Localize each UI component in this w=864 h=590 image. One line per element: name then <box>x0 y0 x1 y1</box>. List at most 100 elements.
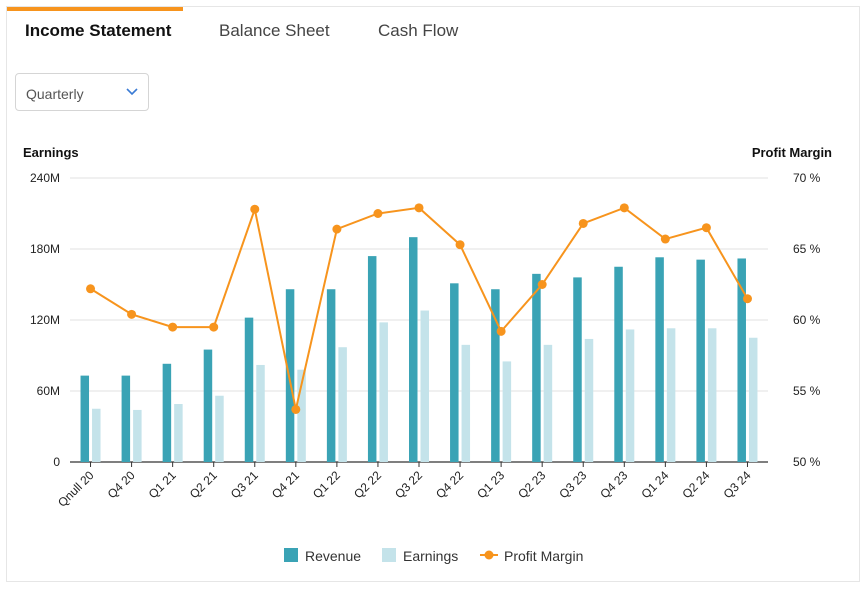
revenue-bar <box>696 259 705 462</box>
tab-income-statement[interactable]: Income Statement <box>25 21 172 40</box>
revenue-bar <box>614 266 623 462</box>
x-axis-ticks: Qnull 20 Q4 20 Q1 21 Q2 21 Q3 21 Q4 21 Q1 22 Q2… <box>55 462 754 510</box>
earnings-bar <box>584 338 594 462</box>
x-tick-label: Q3 21 <box>228 468 261 501</box>
profit-margin-point <box>619 203 629 213</box>
bars <box>80 237 758 462</box>
x-tick-label: Q4 20 <box>105 468 138 501</box>
x-tick-label: Q2 21 <box>187 468 220 501</box>
profit-margin-point <box>291 404 301 414</box>
revenue-bar <box>80 375 90 462</box>
earnings-bar <box>420 310 429 462</box>
right-tick-label: 50 % <box>793 455 821 469</box>
profit-margin-point <box>455 240 465 250</box>
earnings-bar <box>133 409 142 462</box>
left-axis-ticks: 0 60M 120M 180M 240M <box>30 171 60 469</box>
left-axis-title: Earnings <box>23 145 79 160</box>
earnings-bar <box>338 347 347 462</box>
x-tick-label: Q4 21 <box>269 468 302 501</box>
profit-margin-point <box>86 284 96 294</box>
profit-margin-point <box>701 223 711 233</box>
right-axis-title: Profit Margin <box>752 145 832 160</box>
x-tick-label: Q2 22 <box>351 468 384 501</box>
revenue-bar <box>655 257 664 462</box>
period-select-value: Quarterly <box>26 86 84 102</box>
earnings-bar <box>707 328 717 462</box>
legend-earnings-label: Earnings <box>403 548 458 564</box>
profit-margin-path <box>90 205 749 410</box>
revenue-bar <box>450 283 459 462</box>
active-tab-indicator <box>7 7 183 11</box>
earnings-bar <box>92 408 101 462</box>
legend-revenue-label: Revenue <box>305 548 361 564</box>
x-tick-label: Q3 23 <box>556 468 589 501</box>
chart-grid <box>70 177 768 463</box>
earnings-bar <box>297 369 306 462</box>
profit-margin-line <box>86 203 752 414</box>
revenue-bar <box>203 349 213 462</box>
x-tick-label: Q2 24 <box>680 468 713 501</box>
tab-cash-flow[interactable]: Cash Flow <box>378 21 459 40</box>
left-tick-label: 0 <box>53 455 60 469</box>
left-tick-label: 60M <box>37 384 60 398</box>
revenue-bar <box>326 289 336 462</box>
earnings-bar <box>174 404 183 462</box>
left-tick-label: 240M <box>30 171 60 185</box>
profit-margin-point <box>742 294 752 304</box>
earnings-bar <box>748 337 758 462</box>
earnings-bar <box>215 395 224 462</box>
x-tick-label: Q1 23 <box>474 468 507 501</box>
x-tick-label: Qnull 20 <box>55 468 97 510</box>
earnings-bar <box>666 328 676 462</box>
period-select[interactable]: Quarterly <box>15 73 149 111</box>
earnings-bar <box>256 364 265 462</box>
revenue-bar <box>121 375 131 462</box>
x-tick-label: Q2 23 <box>515 468 548 501</box>
x-tick-label: Q4 22 <box>433 468 466 501</box>
legend-profit-margin-label: Profit Margin <box>504 548 583 564</box>
profit-margin-point <box>578 218 588 228</box>
profit-margin-point <box>660 234 670 244</box>
revenue-bar <box>532 273 541 462</box>
x-tick-label: Q1 24 <box>638 468 671 501</box>
revenue-bar <box>491 289 500 462</box>
x-tick-label: Q1 22 <box>310 468 343 501</box>
revenue-bar <box>244 317 254 462</box>
income-statement-card: Income Statement Balance Sheet Cash Flow… <box>6 6 860 582</box>
earnings-bar <box>625 329 635 462</box>
x-tick-label: Q1 21 <box>146 468 179 501</box>
profit-margin-point <box>332 224 342 234</box>
revenue-bar <box>409 237 418 462</box>
chevron-down-icon <box>126 88 138 96</box>
left-tick-label: 120M <box>30 313 60 327</box>
right-tick-label: 70 % <box>793 171 821 185</box>
x-tick-label: Q4 23 <box>597 468 630 501</box>
earnings-bar <box>502 361 512 462</box>
legend-earnings-swatch <box>382 548 396 562</box>
profit-margin-point <box>127 309 137 319</box>
profit-margin-point <box>414 203 424 213</box>
revenue-bar <box>285 289 295 462</box>
profit-margin-point <box>373 209 383 218</box>
profit-margin-point <box>250 204 260 214</box>
right-tick-label: 55 % <box>793 384 821 398</box>
legend-profit-margin-marker <box>484 550 494 560</box>
profit-margin-point <box>537 280 547 289</box>
revenue-bar <box>162 363 172 462</box>
right-tick-label: 65 % <box>793 242 821 256</box>
revenue-bar <box>737 258 746 462</box>
statement-tabs: Income Statement Balance Sheet Cash Flow <box>7 7 859 57</box>
right-axis-ticks: 50 % 55 % 60 % 65 % 70 % <box>793 171 821 469</box>
earnings-bar <box>379 322 388 462</box>
left-tick-label: 180M <box>30 242 60 256</box>
legend: Revenue Earnings Profit Margin <box>284 548 583 564</box>
x-tick-label: Q3 24 <box>721 468 754 501</box>
revenue-bar <box>367 256 377 462</box>
earnings-bar <box>543 344 553 462</box>
profit-margin-point <box>168 322 178 332</box>
legend-revenue-swatch <box>284 548 298 562</box>
earnings-bar <box>461 344 471 462</box>
revenue-bar <box>573 277 582 462</box>
tab-balance-sheet[interactable]: Balance Sheet <box>219 21 330 40</box>
